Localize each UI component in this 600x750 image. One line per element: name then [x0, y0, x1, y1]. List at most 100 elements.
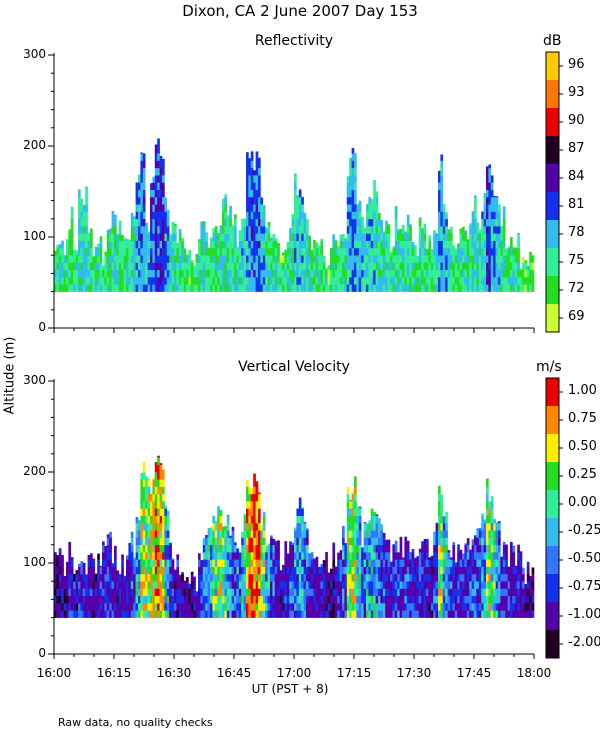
heatmap-cell: [471, 247, 475, 256]
heatmap-cell: [87, 595, 91, 604]
heatmap-cell: [414, 588, 417, 597]
heatmap-cell: [320, 277, 324, 285]
heatmap-cell: [469, 240, 472, 249]
heatmap-cell: [70, 284, 74, 292]
heatmap-cell: [421, 566, 424, 575]
heatmap-cell: [414, 277, 417, 285]
heatmap-cell: [440, 603, 444, 611]
heatmap-cell: [80, 595, 84, 604]
heatmap-cell: [207, 573, 211, 582]
heatmap-cell: [87, 610, 91, 618]
heatmap-cell: [512, 559, 516, 567]
heatmap-cell: [315, 566, 319, 575]
heatmap-cell: [296, 610, 300, 618]
heatmap-cell: [212, 537, 216, 546]
heatmap-cell: [226, 544, 230, 553]
heatmap-cell: [342, 559, 345, 567]
heatmap-cell: [346, 189, 350, 198]
heatmap-cell: [219, 573, 223, 582]
heatmap-cell: [366, 552, 369, 560]
heatmap-cell: [394, 211, 398, 220]
heatmap-cell: [495, 269, 499, 278]
heatmap-cell: [373, 566, 376, 575]
heatmap-cell: [519, 610, 523, 618]
heatmap-cell: [454, 566, 458, 575]
heatmap-cell: [272, 603, 276, 611]
heatmap-cell: [198, 239, 201, 241]
heatmap-cell: [169, 247, 172, 256]
heatmap-cell: [490, 610, 494, 618]
heatmap-cell: [373, 262, 376, 271]
heatmap-cell: [279, 269, 283, 278]
heatmap-cell: [270, 581, 273, 589]
heatmap-cell: [452, 255, 456, 263]
heatmap-cell: [502, 262, 506, 271]
heatmap-cell: [133, 240, 136, 249]
heatmap-cell: [126, 277, 129, 285]
heatmap-cell: [517, 603, 520, 611]
heatmap-cell: [306, 559, 309, 567]
heatmap-cell: [457, 544, 460, 546]
heatmap-cell: [217, 255, 220, 263]
heatmap-cell: [486, 196, 489, 205]
heatmap-cell: [130, 559, 134, 567]
heatmap-cell: [488, 175, 492, 183]
heatmap-cell: [363, 537, 367, 546]
heatmap-cell: [138, 182, 141, 190]
heatmap-cell: [159, 247, 163, 256]
heatmap-cell: [454, 595, 458, 604]
heatmap-cell: [483, 595, 487, 604]
heatmap-cell: [522, 567, 525, 575]
heatmap-cell: [150, 501, 153, 509]
heatmap-cell: [205, 255, 208, 263]
heatmap-cell: [301, 284, 304, 292]
heatmap-cell: [63, 603, 67, 611]
heatmap-cell: [440, 537, 444, 546]
heatmap-cell: [164, 233, 168, 241]
heatmap-cell: [198, 247, 201, 256]
heatmap-cell: [202, 262, 206, 271]
heatmap-cell: [270, 269, 273, 278]
heatmap-cell: [109, 610, 112, 618]
heatmap-cell: [150, 581, 153, 589]
heatmap-cell: [490, 226, 494, 234]
heatmap-cell: [330, 277, 333, 285]
heatmap-cell: [262, 277, 266, 285]
heatmap-cell: [162, 196, 165, 205]
heatmap-cell: [421, 541, 424, 546]
heatmap-cell: [524, 269, 528, 278]
heatmap-cell: [202, 247, 206, 256]
heatmap-cell: [181, 262, 184, 271]
heatmap-cell: [61, 247, 64, 256]
heatmap-cell: [349, 501, 352, 509]
colorbar-swatch: [546, 164, 559, 192]
heatmap-cell: [190, 269, 194, 278]
heatmap-cell: [346, 486, 350, 495]
heatmap-cell: [286, 242, 290, 249]
heatmap-cell: [474, 566, 477, 575]
heatmap-cell: [332, 247, 336, 256]
heatmap-cell: [315, 603, 319, 611]
heatmap-cell: [68, 269, 72, 278]
heatmap-cell: [178, 581, 182, 589]
heatmap-cell: [524, 610, 528, 618]
heatmap-cell: [361, 247, 364, 256]
heatmap-cell: [284, 610, 288, 618]
heatmap-cell: [82, 595, 86, 604]
heatmap-cell: [154, 233, 158, 241]
heatmap-cell: [142, 204, 146, 212]
heatmap-cell: [342, 610, 345, 618]
heatmap-cell: [488, 595, 492, 604]
heatmap-cell: [370, 573, 374, 582]
heatmap-cell: [150, 552, 153, 560]
heatmap-cell: [246, 566, 249, 575]
heatmap-cell: [286, 588, 290, 597]
heatmap-cell: [471, 588, 475, 597]
heatmap-cell: [162, 158, 165, 161]
heatmap-cell: [260, 559, 264, 567]
heatmap-cell: [111, 240, 115, 249]
heatmap-cell: [193, 581, 196, 589]
heatmap-cell: [291, 226, 295, 234]
heatmap-cell: [466, 610, 470, 618]
heatmap-cell: [157, 501, 160, 509]
